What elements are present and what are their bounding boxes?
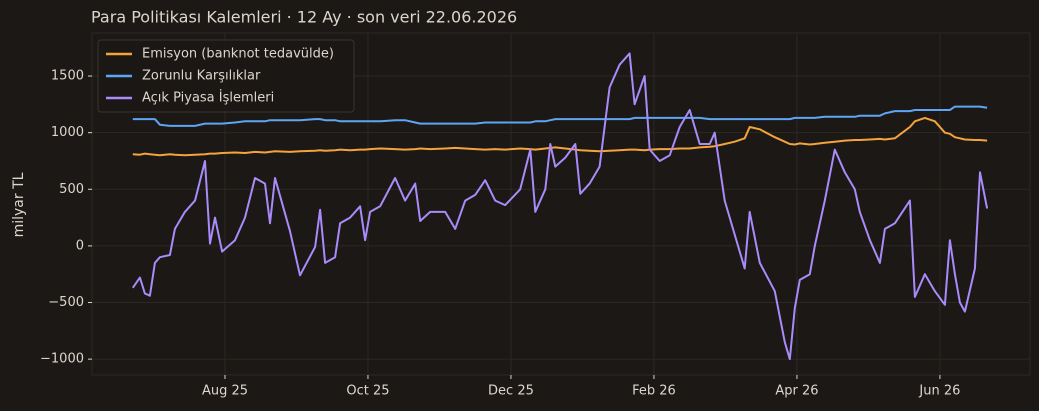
- y-tick-label: 500: [59, 182, 84, 197]
- y-tick-label: −500: [48, 295, 84, 310]
- x-tick-label: Apr 26: [775, 384, 818, 399]
- x-tick-label: Dec 25: [488, 384, 534, 399]
- plot-frame: [91, 32, 1031, 376]
- series-line: [132, 105, 988, 127]
- legend-box: [97, 39, 355, 113]
- x-tick-label: Feb 26: [632, 384, 676, 399]
- y-tick-label: 1500: [51, 69, 84, 84]
- legend-label: Emisyon (banknot tedavülde): [142, 47, 334, 62]
- series-line: [131, 52, 989, 361]
- y-tick-label: 1000: [51, 125, 84, 140]
- legend-label: Zorunlu Karşılıklar: [142, 69, 261, 84]
- x-tick-label: Jun 26: [918, 384, 960, 399]
- series-line: [132, 116, 988, 157]
- x-tick-label: Oct 25: [346, 384, 389, 399]
- y-tick-label: 0: [76, 238, 84, 253]
- chart-title: Para Politikası Kalemleri · 12 Ay · son …: [91, 8, 517, 27]
- y-axis-label: milyar TL: [11, 172, 27, 237]
- x-tick-label: Aug 25: [202, 384, 248, 399]
- legend-label: Açık Piyasa İşlemleri: [142, 90, 274, 106]
- y-tick-label: −1000: [40, 352, 84, 367]
